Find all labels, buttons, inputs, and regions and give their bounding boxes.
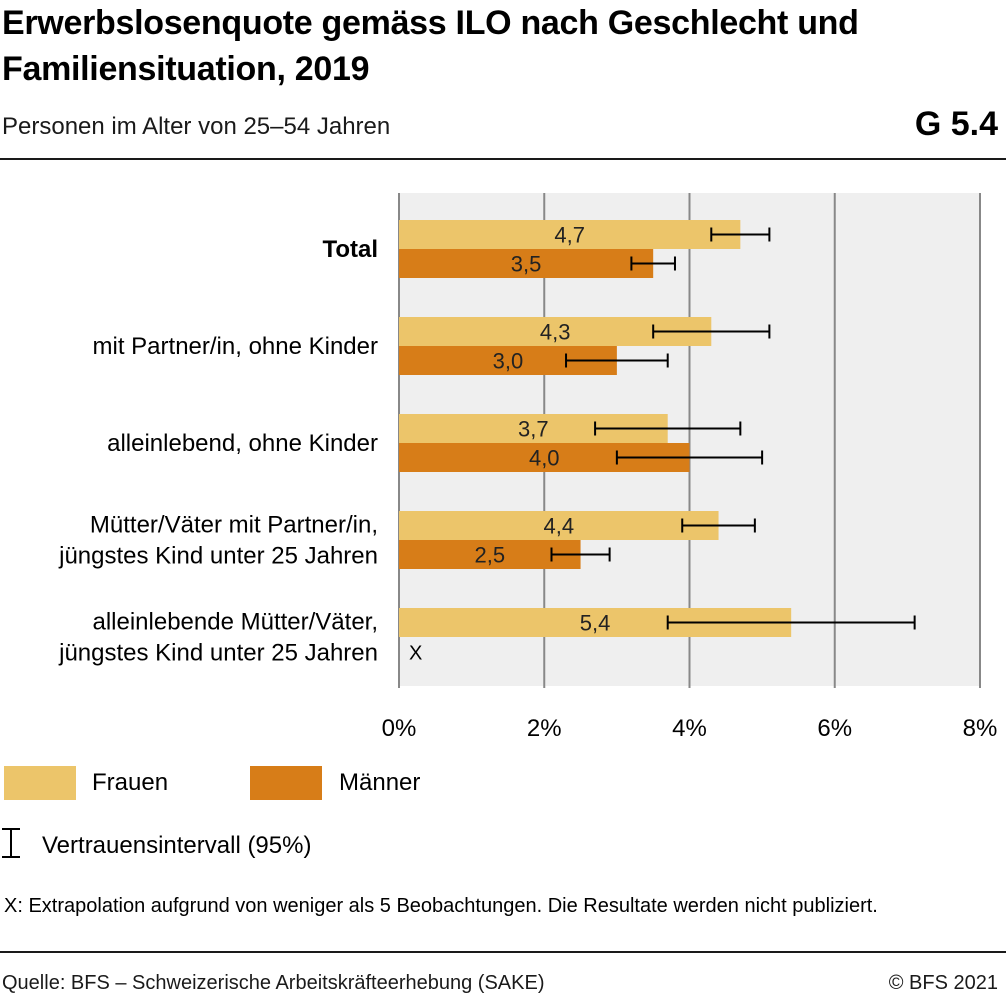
legend-label-ci: Vertrauensintervall (95%): [42, 832, 312, 859]
data-label: 3,0: [493, 349, 524, 374]
chart-subtitle: Personen im Alter von 25–54 Jahren: [2, 113, 391, 140]
legend-swatch-maenner: [250, 766, 322, 800]
bar: [399, 220, 741, 249]
data-label: X: [409, 643, 422, 665]
category-label: jüngstes Kind unter 25 Jahren: [58, 543, 378, 570]
data-label: 4,3: [540, 320, 571, 345]
graphic-code: G 5.4: [914, 105, 998, 143]
bar: [399, 540, 581, 569]
data-label: 4,4: [543, 514, 574, 539]
footer-rule: [0, 951, 1006, 953]
copyright-text: © BFS 2021: [888, 972, 998, 994]
footnote: X: Extrapolation aufgrund von weniger al…: [4, 895, 878, 917]
bar: [399, 511, 719, 540]
source-text: Quelle: BFS – Schweizerische Arbeitskräf…: [2, 972, 545, 994]
data-label: 2,5: [474, 543, 505, 568]
x-tick-label: 4%: [672, 715, 707, 742]
category-label: mit Partner/in, ohne Kinder: [93, 333, 378, 360]
category-label: Total: [322, 236, 378, 263]
data-label: 3,5: [511, 252, 542, 277]
legend-swatch-frauen: [4, 766, 76, 800]
x-tick-label: 6%: [817, 715, 852, 742]
x-tick-label: 8%: [963, 715, 998, 742]
legend-label-frauen: Frauen: [92, 769, 169, 796]
category-label: alleinlebende Mütter/Väter,: [92, 609, 378, 636]
category-label: Mütter/Väter mit Partner/in,: [90, 512, 378, 539]
x-tick-label: 2%: [527, 715, 562, 742]
header-rule: [0, 158, 1006, 160]
legend-label-maenner: Männer: [339, 769, 421, 796]
x-tick-label: 0%: [382, 715, 417, 742]
data-label: 4,0: [529, 446, 560, 471]
chart-title: Erwerbslosenquote gemäss ILO nach Geschl…: [2, 4, 859, 88]
data-label: 4,7: [554, 223, 585, 248]
data-label: 3,7: [518, 417, 549, 442]
data-label: 5,4: [580, 611, 611, 636]
bar-chart: 0% 2% 4% 6% 8% Total 4,7 3,5 mit Partner/in, ohn…: [58, 193, 998, 742]
category-label: jüngstes Kind unter 25 Jahren: [58, 640, 378, 667]
bar: [399, 249, 654, 278]
confidence-interval-icon: [2, 828, 20, 858]
category-label: alleinlebend, ohne Kinder: [107, 430, 378, 457]
